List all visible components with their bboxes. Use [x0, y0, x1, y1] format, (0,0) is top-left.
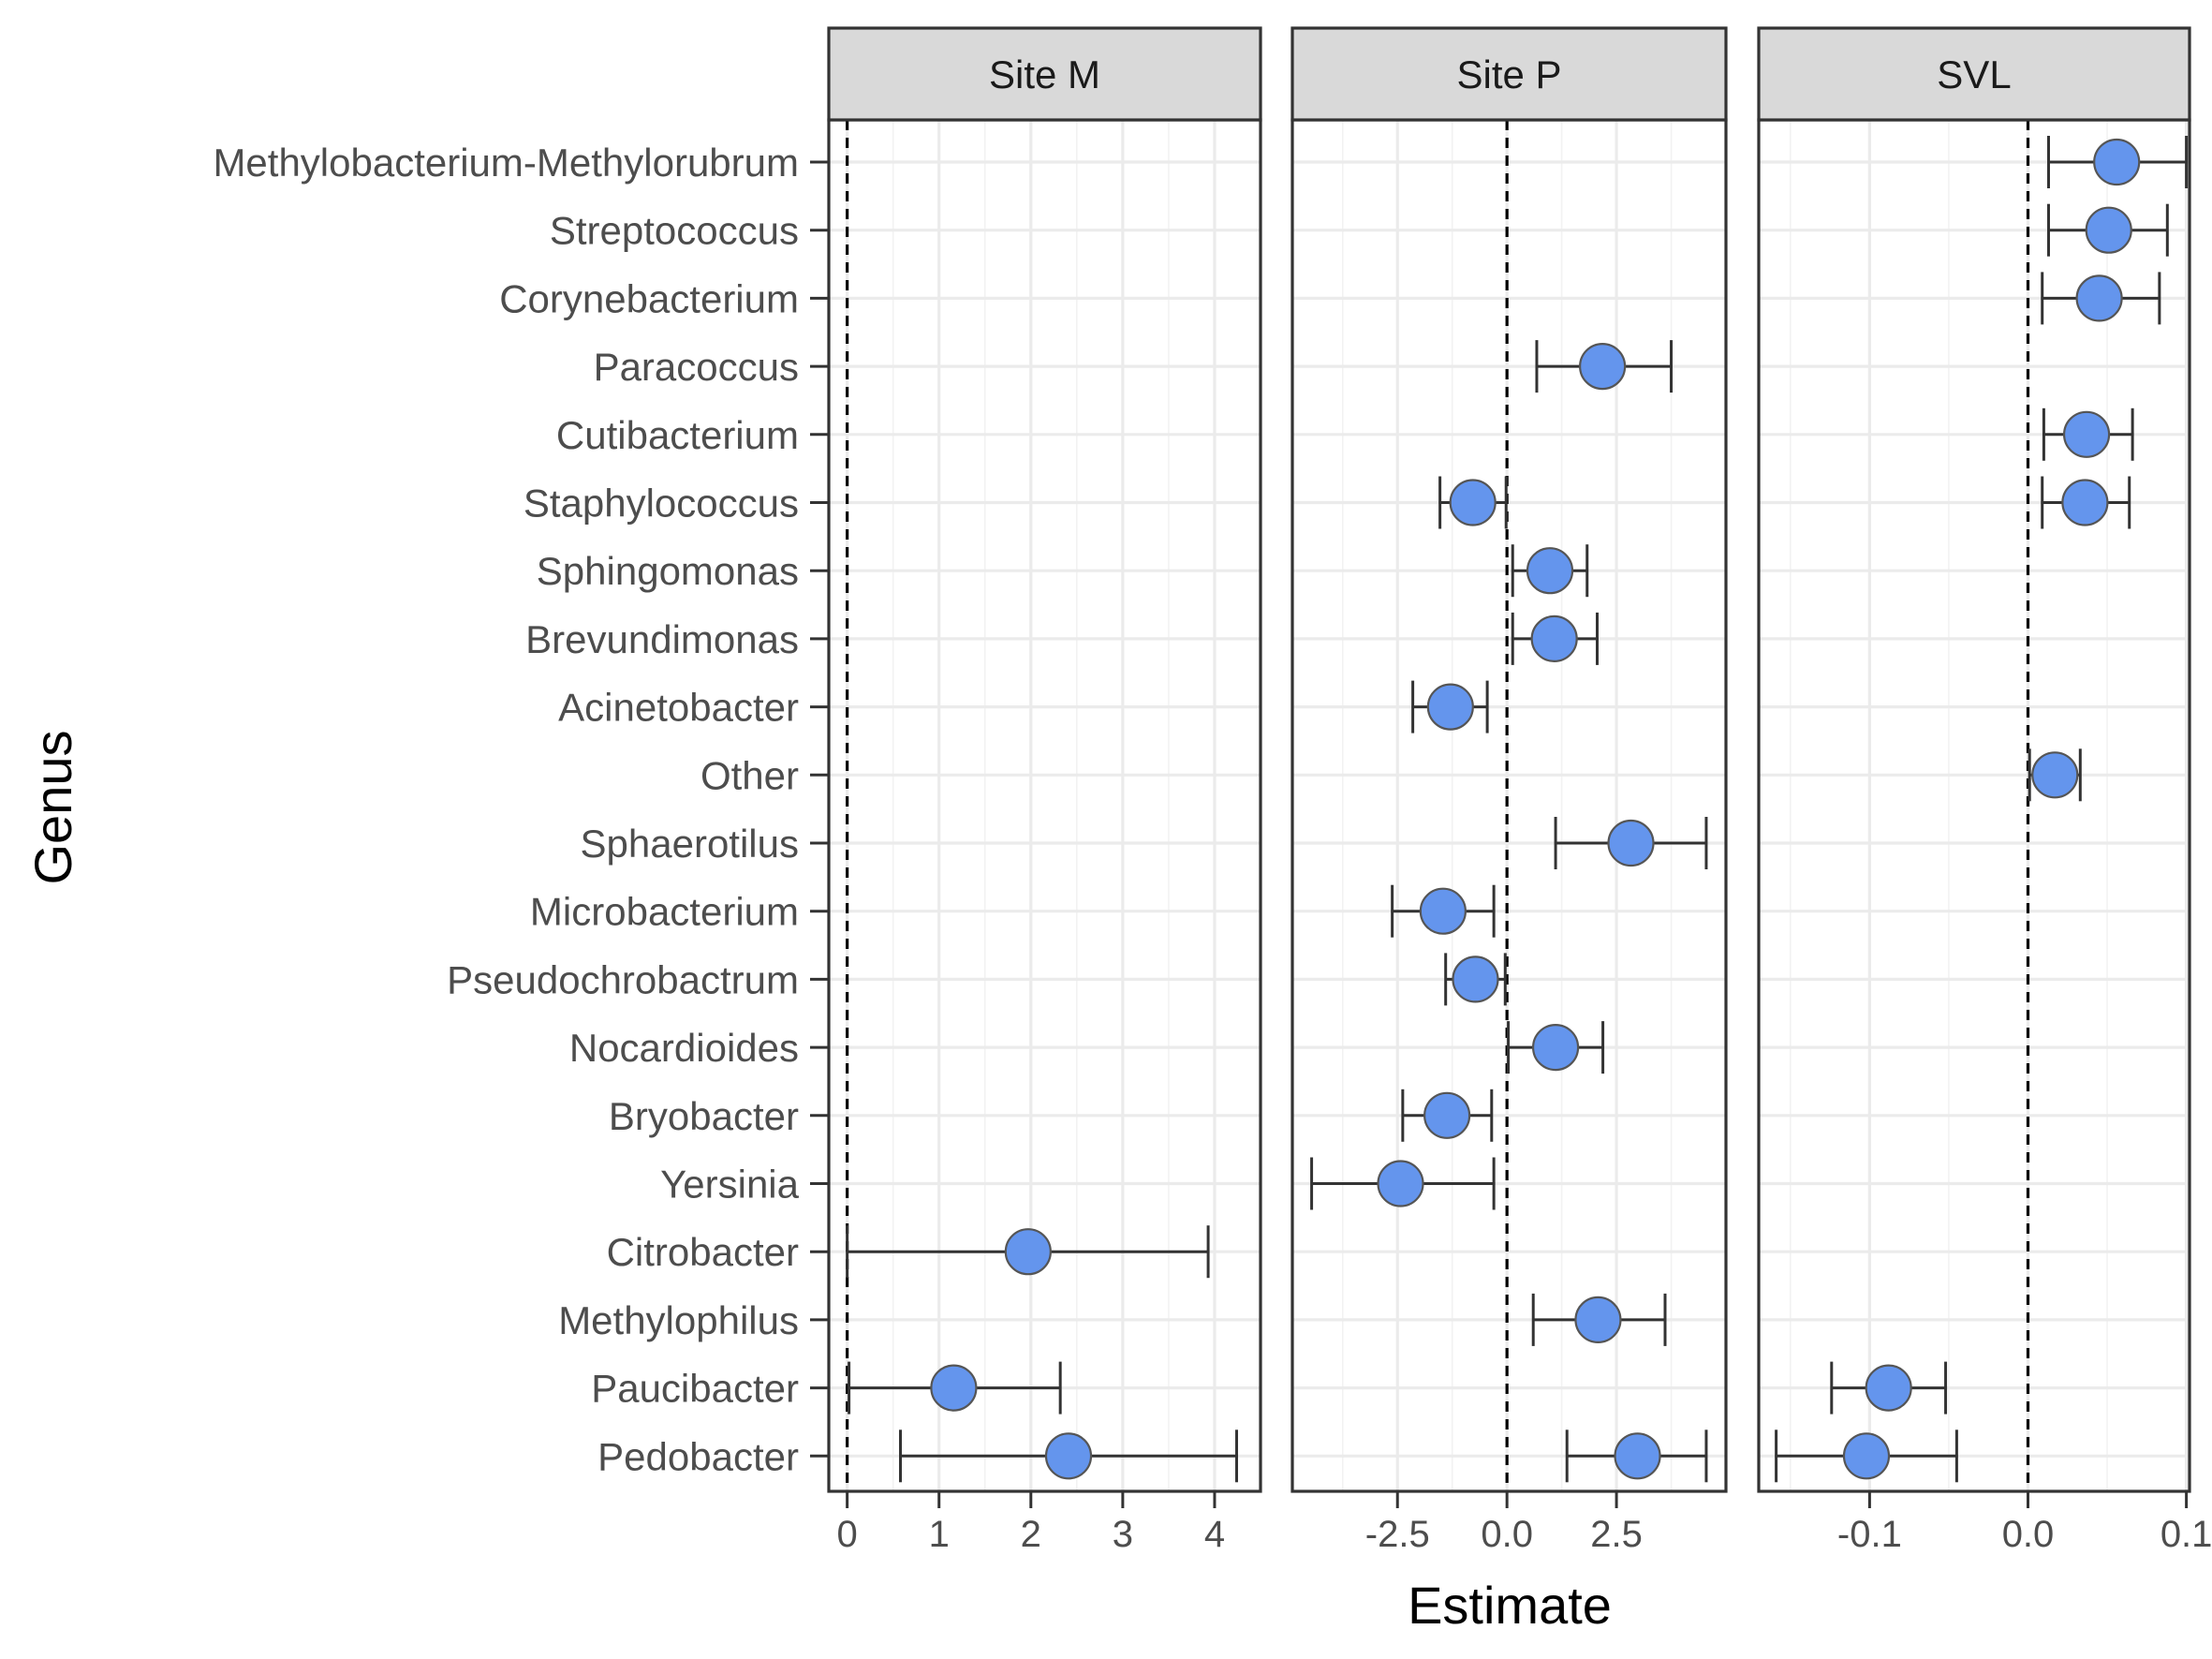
estimate-point — [1377, 1160, 1424, 1207]
x-tick-label: 0.0 — [2002, 1514, 2055, 1555]
estimate-nocardioides — [1507, 1021, 1605, 1074]
x-tick-label: 4 — [1204, 1514, 1225, 1555]
estimate-point — [1452, 955, 1499, 1003]
genus-label: Other — [700, 753, 799, 797]
estimate-cutibacterium — [2042, 407, 2134, 461]
facet-strip-label: Site M — [989, 52, 1100, 96]
panel-site-m: Site M 0 1 2 3 4 — [827, 26, 1262, 1555]
genus-label: Staphylococcus — [524, 481, 799, 526]
estimate-point — [1530, 615, 1578, 663]
estimate-paracoccus — [1535, 340, 1674, 393]
estimate-point — [2075, 274, 2123, 322]
panel-background — [1759, 120, 2190, 1491]
estimate-pseudochrobactrum — [1444, 953, 1507, 1006]
estimate-point — [1614, 1432, 1661, 1480]
estimate-streptococcus — [2046, 203, 2169, 257]
x-tick-label: 0.1 — [2160, 1514, 2212, 1555]
genus-label: Acinetobacter — [558, 686, 799, 730]
estimate-point — [1044, 1432, 1093, 1480]
x-tick-label: 2.5 — [1590, 1514, 1643, 1555]
estimate-point — [1419, 887, 1467, 935]
estimate-point — [1842, 1432, 1891, 1480]
genus-label: Methylophilus — [558, 1298, 799, 1342]
facet-strip — [827, 26, 1262, 122]
estimate-point — [2062, 410, 2111, 458]
genus-label: Methylobacterium-Methylorubrum — [213, 141, 799, 185]
estimate-paucibacter — [1830, 1361, 1948, 1415]
estimate-point — [930, 1364, 978, 1412]
estimate-point — [1449, 479, 1497, 526]
estimate-point — [2061, 479, 2109, 526]
x-tick-label: 1 — [929, 1514, 950, 1555]
genus-label: Cutibacterium — [556, 413, 799, 457]
facet-strip — [1290, 26, 1728, 122]
genus-label: Citrobacter — [607, 1230, 799, 1274]
x-tick-label: 0.0 — [1481, 1514, 1533, 1555]
estimate-sphingomonas — [1511, 544, 1589, 598]
estimate-point — [1865, 1364, 1912, 1412]
estimate-bryobacter — [1401, 1089, 1494, 1142]
estimate-pedobacter — [1775, 1429, 1958, 1483]
facet-strip-label: Site P — [1456, 52, 1561, 96]
panels: Site M 0 1 2 3 4 Site P -2.5 0.0 2.5 SVL -0.1 0.0 0.1 — [827, 26, 2212, 1555]
estimate-pedobacter — [1565, 1429, 1708, 1483]
genus-label: Corynebacterium — [499, 276, 799, 320]
panel-site-p: Site P -2.5 0.0 2.5 — [1290, 26, 1728, 1555]
genus-label: Paracoccus — [594, 345, 799, 389]
genus-axis-labels: Methylobacterium-Methylorubrum Streptococ… — [213, 141, 829, 1478]
genus-label: Brevundimonas — [525, 617, 799, 661]
x-tick-label: 2 — [1021, 1514, 1041, 1555]
estimate-citrobacter — [846, 1225, 1210, 1279]
estimate-point — [1607, 819, 1655, 867]
estimate-yersinia — [1310, 1157, 1496, 1210]
estimate-paucibacter — [848, 1361, 1062, 1415]
y-axis-title: Genus — [23, 731, 82, 885]
genus-label: Streptococcus — [550, 209, 799, 253]
estimate-pedobacter — [899, 1429, 1238, 1483]
estimate-microbacterium — [1391, 884, 1496, 938]
estimate-staphylococcus — [2041, 476, 2131, 529]
estimate-corynebacterium — [2041, 272, 2161, 325]
estimate-brevundimonas — [1511, 612, 1600, 665]
estimate-point — [2031, 751, 2079, 799]
genus-label: Microbacterium — [530, 890, 799, 934]
estimate-methylophilus — [1531, 1293, 1667, 1346]
estimate-staphylococcus — [1438, 476, 1508, 529]
estimate-point — [2093, 138, 2141, 186]
estimate-point — [1423, 1091, 1471, 1139]
genus-label: Pedobacter — [597, 1434, 799, 1478]
estimate-methylobacterium-methylorubrum — [2046, 136, 2189, 188]
estimate-sphaerotilus — [1554, 817, 1708, 869]
facet-strip-label: SVL — [1937, 52, 2011, 96]
panel-background — [1292, 120, 1726, 1491]
genus-label: Nocardioides — [569, 1026, 799, 1070]
genus-label: Sphaerotilus — [581, 822, 799, 866]
genus-label: Paucibacter — [591, 1367, 799, 1411]
x-tick-label: 0 — [836, 1514, 857, 1555]
estimate-other — [2028, 748, 2082, 802]
estimate-acinetobacter — [1411, 680, 1489, 733]
genus-label: Yersinia — [660, 1163, 800, 1207]
genus-label: Pseudochrobactrum — [447, 957, 799, 1001]
genus-label: Sphingomonas — [537, 549, 799, 593]
estimate-point — [1004, 1228, 1052, 1276]
estimate-point — [1579, 343, 1627, 391]
x-axis-title: Estimate — [1408, 1576, 1612, 1635]
estimate-point — [2085, 206, 2132, 254]
facet-strip — [1757, 26, 2191, 122]
x-tick-label: -2.5 — [1365, 1514, 1430, 1555]
estimate-point — [1574, 1296, 1622, 1344]
panel-svl: SVL -0.1 0.0 0.1 — [1757, 26, 2212, 1555]
genus-label: Bryobacter — [609, 1094, 799, 1138]
estimate-point — [1426, 683, 1474, 731]
x-tick-label: -0.1 — [1837, 1514, 1902, 1555]
estimate-point — [1531, 1023, 1580, 1072]
x-tick-label: 3 — [1113, 1514, 1133, 1555]
estimate-point — [1526, 547, 1574, 595]
